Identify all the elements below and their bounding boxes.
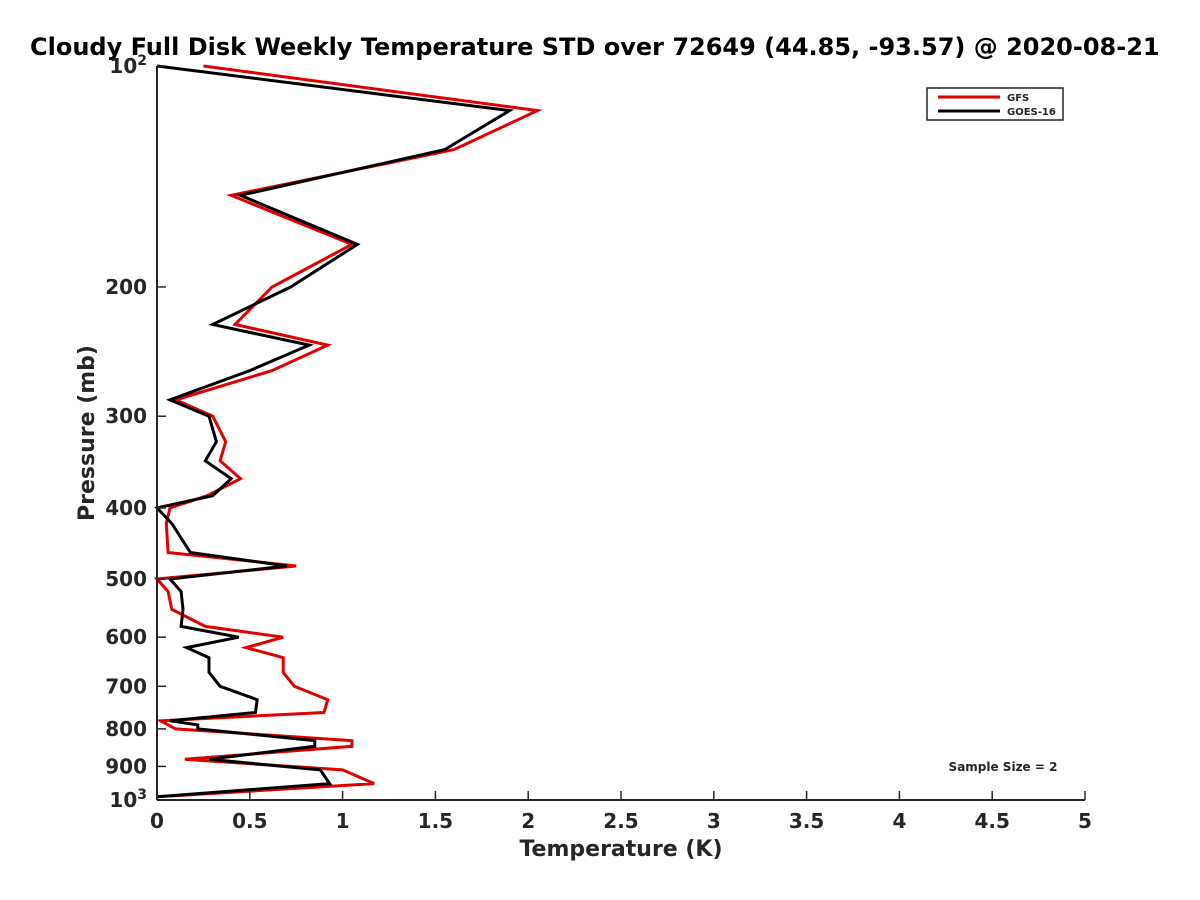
y-tick-label: 600 [105, 625, 147, 649]
legend-label: GFS [1007, 93, 1029, 104]
series-line-goes-16 [154, 64, 515, 799]
y-tick-label: 500 [105, 567, 147, 591]
legend-box [926, 87, 1064, 121]
y-axis-label: Pressure (mb) [75, 345, 100, 521]
y-tick-label: 200 [105, 275, 147, 299]
x-axis-label: Temperature (K) [519, 837, 722, 862]
y-tick-label: 800 [105, 717, 147, 741]
y-tick-label: 900 [105, 754, 147, 778]
x-tick-label: 1.5 [418, 809, 453, 833]
sample-size-annotation: Sample Size = 2 [949, 760, 1058, 774]
x-tick-label: 2.5 [603, 809, 638, 833]
x-tick-label: 2 [521, 809, 535, 833]
y-tick-label: 700 [105, 674, 147, 698]
y-tick-label: 300 [105, 404, 147, 428]
x-tick-label: 1 [336, 809, 350, 833]
x-tick-label: 0 [150, 809, 164, 833]
y-tick-label: 103 [109, 787, 147, 812]
y-tick-label: 102 [109, 53, 147, 78]
x-tick-label: 4 [892, 809, 906, 833]
legend: GFS GOES-16 [926, 87, 1064, 121]
x-tick-label: 0.5 [232, 809, 267, 833]
x-tick-label: 3 [707, 809, 721, 833]
axes-layer: 0 0.5 1 1.5 2 2.5 3 3.5 4 4.5 5 102 200 300 400 500 600 7… [105, 53, 1092, 833]
y-tick-label: 400 [105, 496, 147, 520]
x-tick-label: 3.5 [789, 809, 824, 833]
legend-label: GOES-16 [1007, 107, 1056, 118]
x-tick-label: 5 [1078, 809, 1092, 833]
series-layer [153, 64, 543, 799]
x-tick-label: 4.5 [974, 809, 1009, 833]
chart-title: Cloudy Full Disk Weekly Temperature STD … [30, 33, 1160, 61]
